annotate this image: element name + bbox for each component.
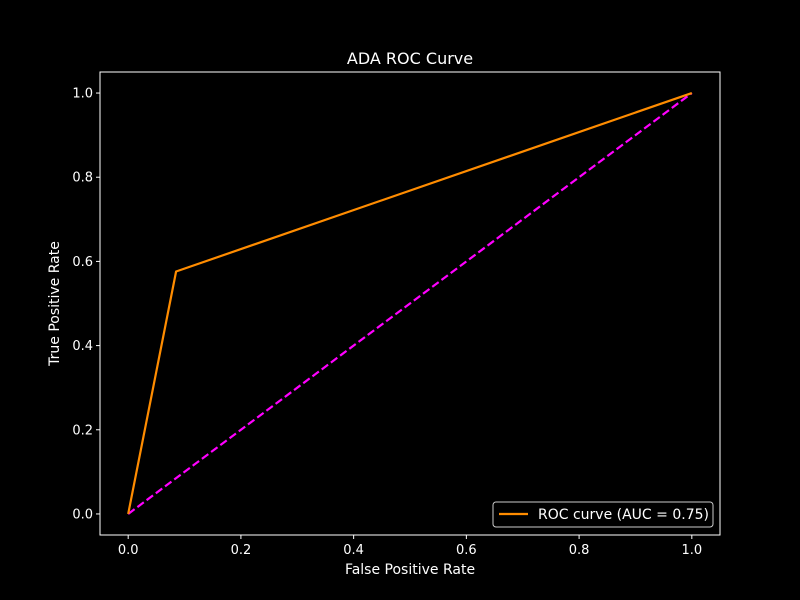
legend: ROC curve (AUC = 0.75) — [492, 501, 714, 528]
x-tick-label: 0.0 — [118, 543, 139, 558]
roc-curve-line — [127, 92, 693, 515]
y-tick-label: 0.6 — [72, 255, 93, 270]
y-tick-label: 0.4 — [72, 339, 93, 354]
y-tick-label: 0.2 — [72, 423, 93, 438]
x-tick-label: 1.0 — [681, 543, 702, 558]
x-axis: 0.0 0.2 0.4 0.6 0.8 1.0 — [118, 535, 702, 558]
y-axis-label: True Positive Rate — [47, 241, 63, 367]
plot-frame — [99, 71, 721, 536]
chance-diagonal-line — [127, 92, 693, 515]
x-tick-label: 0.8 — [569, 543, 590, 558]
plot-area — [99, 71, 721, 536]
x-tick-label: 0.6 — [456, 543, 477, 558]
y-axis: 0.0 0.2 0.4 0.6 0.8 1.0 — [72, 87, 100, 522]
y-tick-label: 0.0 — [72, 507, 93, 522]
y-tick-label: 0.8 — [72, 171, 93, 186]
legend-label: ROC curve (AUC = 0.75) — [538, 507, 709, 523]
series-layer — [127, 92, 693, 515]
legend-box — [492, 501, 714, 528]
x-tick-label: 0.4 — [343, 543, 364, 558]
x-tick-label: 0.2 — [231, 543, 252, 558]
y-tick-label: 1.0 — [72, 87, 93, 102]
chart-title: ADA ROC Curve — [347, 49, 473, 68]
x-axis-label: False Positive Rate — [345, 562, 475, 578]
